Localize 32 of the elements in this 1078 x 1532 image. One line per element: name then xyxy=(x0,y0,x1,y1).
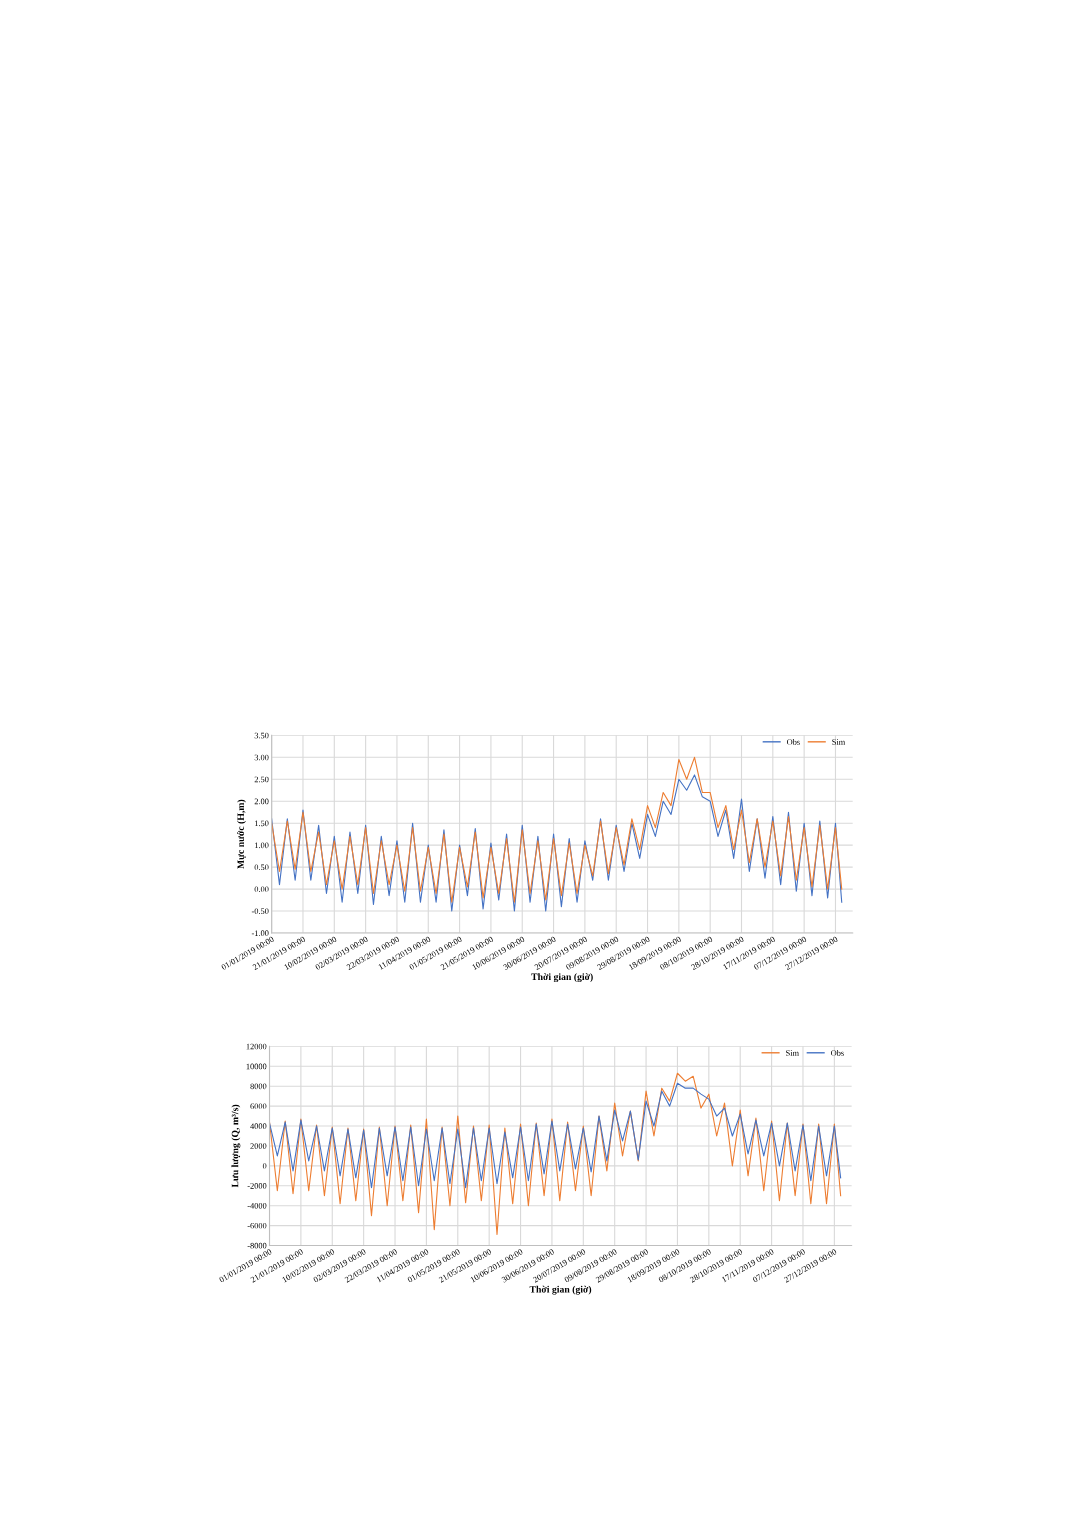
line-series xyxy=(271,756,843,903)
y-tick-label: -6000 xyxy=(247,1222,267,1229)
y-tick-label: 0.00 xyxy=(254,886,269,893)
y-axis-title: Lưu lượng (Q, m³/s) xyxy=(231,1104,241,1188)
legend-label: Sim xyxy=(832,739,846,745)
y-tick-label: 4000 xyxy=(250,1123,267,1129)
y-tick-label: -0.50 xyxy=(251,908,269,915)
y-tick-label: 2000 xyxy=(250,1143,267,1149)
y-tick-label: 1.50 xyxy=(255,820,269,827)
line-series xyxy=(269,1072,842,1236)
y-tick-label: 12000 xyxy=(246,1043,267,1050)
y-tick-label: 0.50 xyxy=(254,864,269,871)
y-tick-label: -2000 xyxy=(247,1183,267,1189)
y-tick-label: 3.50 xyxy=(254,732,269,739)
line-series xyxy=(269,1082,842,1189)
y-tick-label: -4000 xyxy=(247,1203,267,1209)
legend-label: Sim xyxy=(786,1050,799,1056)
y-tick-label: 8000 xyxy=(250,1083,267,1090)
x-axis-title: Thời gian (giờ) xyxy=(529,1285,592,1295)
y-axis-title: Mực nước (H,m) xyxy=(237,799,246,869)
y-tick-label: 2.00 xyxy=(254,798,269,805)
y-tick-label: 0 xyxy=(262,1163,267,1169)
y-tick-label: -1.00 xyxy=(251,930,269,936)
x-axis-title: Thời gian (giờ) xyxy=(531,973,593,983)
y-tick-label: -8000 xyxy=(247,1242,267,1249)
y-tick-label: 3.00 xyxy=(254,754,269,761)
y-tick-label: 6000 xyxy=(250,1103,267,1110)
y-tick-label: 1.00 xyxy=(255,842,269,849)
y-tick-label: 2.50 xyxy=(254,776,269,783)
legend-label: Obs xyxy=(787,738,800,745)
y-tick-label: 10000 xyxy=(246,1063,267,1070)
legend-label: Obs xyxy=(831,1049,844,1056)
